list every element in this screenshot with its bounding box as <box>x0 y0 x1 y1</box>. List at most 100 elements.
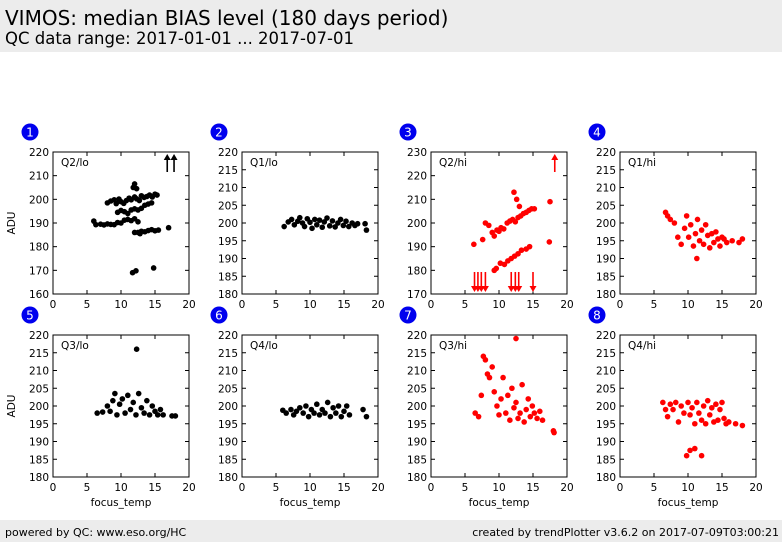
x-tick-label: 0 <box>239 299 246 311</box>
data-point <box>172 413 179 419</box>
y-axis-label: ADU <box>6 212 18 235</box>
y-tick-label: 205 <box>29 383 49 395</box>
data-point <box>739 422 746 429</box>
data-point <box>687 412 693 418</box>
out-of-range-arrowhead-down <box>515 286 523 292</box>
data-point <box>130 399 137 406</box>
data-point <box>346 412 353 418</box>
y-tick-label: 200 <box>218 401 238 413</box>
data-point <box>729 237 735 244</box>
data-point <box>486 222 492 229</box>
data-point <box>511 189 517 196</box>
data-point <box>148 200 155 206</box>
data-point <box>99 409 106 415</box>
data-point <box>711 239 717 246</box>
data-point <box>670 406 676 413</box>
data-point <box>335 403 342 409</box>
y-tick-label: 215 <box>29 348 49 360</box>
data-point <box>692 230 699 237</box>
panel-label: Q1/lo <box>250 157 278 169</box>
header-bar: VIMOS: median BIAS level (180 days perio… <box>0 0 782 52</box>
data-point <box>471 241 477 248</box>
data-point <box>726 419 732 425</box>
data-point <box>681 410 687 416</box>
data-point <box>678 403 684 409</box>
data-point <box>491 233 498 239</box>
data-point <box>500 226 507 232</box>
data-point <box>513 399 519 406</box>
y-tick-label: 185 <box>596 271 616 283</box>
y-tick-label: 185 <box>218 271 238 283</box>
x-axis-label: focus_temp <box>91 497 152 509</box>
x-tick-label: 15 <box>148 299 161 311</box>
data-point <box>517 410 523 416</box>
y-tick-label: 220 <box>407 171 427 183</box>
scatter-panel-8: 8 0 5 10 15 20 180 185 190 195 200 205 210 215 220 Q4/h… <box>588 306 763 509</box>
x-tick-label: 10 <box>303 299 316 311</box>
data-point <box>127 406 134 413</box>
scatter-panel-5: 5 0 5 10 15 20 180 185 190 195 200 205 210 215 220 Q3/l… <box>6 306 196 509</box>
data-point <box>125 210 131 217</box>
data-point <box>509 385 515 392</box>
y-tick-label: 195 <box>407 419 427 431</box>
data-point <box>327 413 334 420</box>
data-point <box>715 417 721 424</box>
x-tick-label: 15 <box>337 482 350 494</box>
data-point <box>362 220 368 227</box>
data-point <box>125 392 131 399</box>
panel-number-label: 5 <box>26 309 34 323</box>
data-point <box>146 412 153 418</box>
data-point <box>489 364 496 370</box>
data-point <box>114 412 120 418</box>
footer-generator: created by trendPlotter v3.6.2 on 2017-0… <box>472 526 779 539</box>
data-point <box>133 268 139 274</box>
x-tick-label: 10 <box>114 482 127 494</box>
footer-credit: powered by QC: www.eso.org/HC <box>5 526 187 539</box>
data-point <box>527 413 534 420</box>
data-point <box>696 410 702 416</box>
data-point <box>319 224 326 231</box>
data-point <box>694 255 700 262</box>
data-point <box>704 397 711 404</box>
panel-number-badge <box>399 306 417 324</box>
data-point <box>519 381 525 388</box>
data-point <box>150 265 157 271</box>
y-tick-label: 190 <box>596 437 616 449</box>
data-point <box>479 236 486 243</box>
data-point <box>133 412 139 418</box>
x-tick-label: 15 <box>337 299 350 311</box>
data-point <box>537 408 543 415</box>
y-tick-label: 210 <box>596 366 616 378</box>
x-tick-label: 0 <box>428 299 435 311</box>
data-point <box>690 243 697 249</box>
data-point <box>494 403 500 409</box>
data-point <box>685 399 691 406</box>
data-point <box>491 389 498 395</box>
data-point <box>113 200 120 207</box>
y-tick-label: 170 <box>407 289 427 301</box>
data-point <box>539 417 546 424</box>
y-tick-label: 195 <box>218 419 238 431</box>
y-tick-label: 205 <box>407 383 427 395</box>
y-tick-label: 210 <box>218 183 238 195</box>
plots-canvas: 10 5 10 15 20160170180190200210220Q2/loADU20… <box>6 123 763 509</box>
y-tick-label: 180 <box>407 472 427 484</box>
data-point <box>732 420 739 427</box>
panel-number-label: 3 <box>404 126 412 140</box>
data-point <box>363 413 370 420</box>
plot-frame <box>619 151 757 295</box>
y-tick-label: 190 <box>29 218 49 230</box>
y-tick-label: 195 <box>596 236 616 248</box>
y-tick-label: 170 <box>29 265 49 277</box>
data-point <box>534 415 540 422</box>
data-point <box>505 392 511 399</box>
data-point <box>324 399 331 406</box>
x-tick-label: 20 <box>182 482 195 494</box>
x-tick-label: 10 <box>114 299 127 311</box>
panel-label: Q4/lo <box>250 340 278 352</box>
data-point <box>511 404 517 411</box>
data-point <box>137 230 143 237</box>
page-subtitle: QC data range: 2017-01-01 ... 2017-07-01 <box>5 29 354 48</box>
data-point <box>531 206 538 212</box>
data-point <box>689 404 695 411</box>
